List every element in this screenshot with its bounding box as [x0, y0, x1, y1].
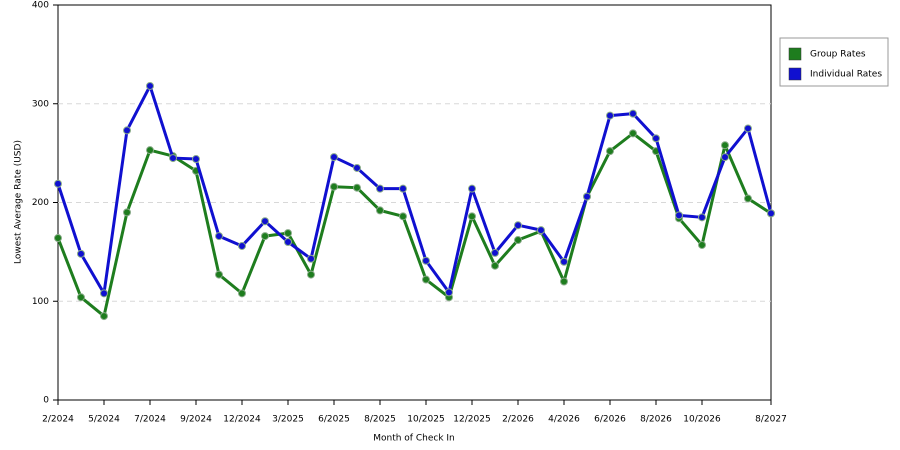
data-point [146, 81, 154, 90]
x-tick-label: 4/2026 [548, 415, 580, 425]
data-point [376, 184, 384, 193]
data-point [468, 184, 476, 193]
data-point [698, 240, 706, 249]
data-point [238, 289, 246, 298]
data-point [353, 183, 361, 192]
data-point [330, 182, 338, 191]
x-tick-label: 5/2024 [88, 415, 120, 425]
data-point [353, 163, 361, 172]
x-tick-label: 3/2025 [272, 415, 304, 425]
x-tick-label: 8/2027 [755, 415, 787, 425]
y-tick-label: 300 [32, 99, 49, 109]
x-tick-label: 10/2025 [407, 415, 444, 425]
y-tick-label: 400 [32, 1, 49, 11]
data-point [606, 147, 614, 156]
legend-swatch [788, 67, 802, 81]
data-point [54, 179, 62, 188]
data-point [238, 241, 246, 250]
data-point [77, 249, 85, 258]
data-point [514, 236, 522, 245]
x-tick-label: 2/2024 [42, 415, 74, 425]
data-point [767, 209, 775, 218]
x-tick-label: 6/2026 [594, 415, 626, 425]
data-point [100, 312, 108, 321]
data-point [100, 289, 108, 298]
y-tick-label: 0 [43, 396, 49, 406]
data-point [652, 134, 660, 143]
legend-swatch [788, 47, 802, 61]
x-tick-label: 7/2024 [134, 415, 166, 425]
data-point [54, 234, 62, 243]
legend-label: Individual Rates [810, 70, 882, 80]
data-point [744, 124, 752, 133]
data-point [261, 217, 269, 226]
data-point [629, 129, 637, 138]
legend-label: Group Rates [810, 50, 866, 60]
y-axis-label: Lowest Average Rate (USD) [14, 140, 24, 264]
data-point [123, 208, 131, 217]
x-tick-label: 10/2026 [683, 415, 721, 425]
data-point [698, 213, 706, 222]
data-point [376, 206, 384, 215]
data-point [721, 153, 729, 162]
data-point [307, 254, 315, 263]
data-point [284, 229, 292, 238]
x-tick-label: 12/2024 [223, 415, 261, 425]
data-point [744, 194, 752, 203]
data-point [537, 226, 545, 235]
y-tick-label: 200 [32, 198, 49, 208]
x-tick-label: 12/2025 [453, 415, 490, 425]
data-point [675, 211, 683, 220]
x-tick-label: 2/2026 [502, 415, 534, 425]
data-point [560, 277, 568, 286]
x-axis-label: Month of Check In [373, 434, 455, 444]
data-point [215, 270, 223, 279]
data-point [629, 109, 637, 118]
data-point [399, 212, 407, 221]
data-point [123, 126, 131, 135]
data-point [514, 221, 522, 230]
data-point [468, 212, 476, 221]
data-point [560, 257, 568, 266]
data-point [721, 141, 729, 150]
data-point [261, 232, 269, 241]
data-point [399, 184, 407, 193]
data-point [77, 293, 85, 302]
data-point [583, 192, 591, 201]
data-point [606, 111, 614, 120]
data-point [215, 232, 223, 241]
data-point [422, 256, 430, 265]
x-tick-label: 9/2024 [180, 415, 212, 425]
data-point [491, 248, 499, 257]
x-tick-label: 8/2025 [364, 415, 396, 425]
data-point [307, 270, 315, 279]
data-point [192, 155, 200, 164]
x-tick-label: 6/2025 [318, 415, 350, 425]
data-point [422, 275, 430, 284]
data-point [330, 153, 338, 162]
data-point [146, 146, 154, 155]
data-point [169, 154, 177, 163]
data-point [491, 261, 499, 270]
data-point [445, 288, 453, 297]
x-tick-label: 8/2026 [640, 415, 672, 425]
y-tick-label: 100 [32, 297, 49, 307]
data-point [284, 238, 292, 246]
